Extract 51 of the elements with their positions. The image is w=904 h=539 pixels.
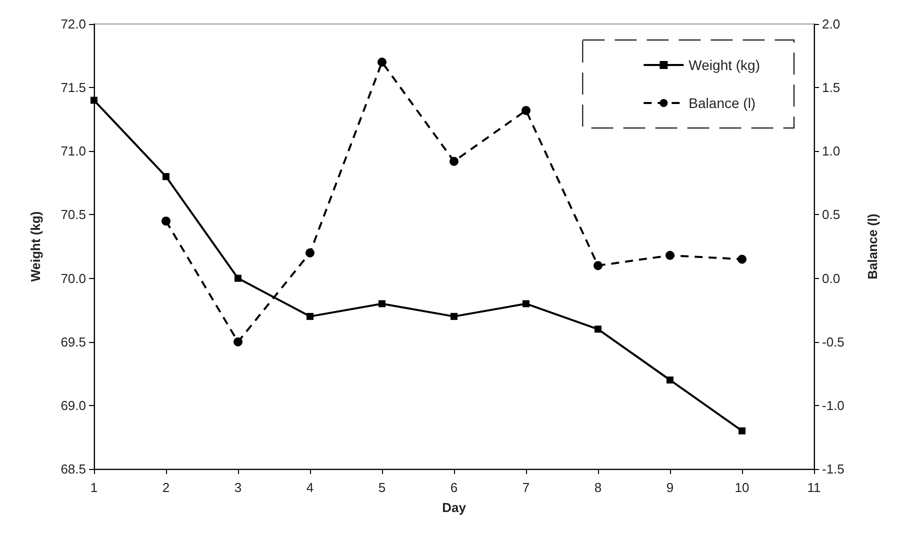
- x-tick-label: 1: [90, 480, 98, 495]
- legend-label: Balance (l): [688, 95, 756, 111]
- y-tick-label: 69.0: [60, 398, 86, 413]
- point: [162, 216, 170, 226]
- x-tick-label: 3: [234, 480, 242, 495]
- y2-tick-label: 1.5: [822, 80, 840, 96]
- x-tick-label: 5: [378, 480, 386, 495]
- x-tick-label: 11: [807, 480, 821, 495]
- point: [450, 312, 458, 320]
- point: [162, 173, 170, 180]
- point: [522, 300, 530, 308]
- y-tick-label: 69.5: [60, 334, 86, 350]
- y-tick-label: 70.5: [60, 207, 86, 222]
- y2-tick-label: -0.5: [822, 334, 844, 350]
- point: [306, 248, 314, 258]
- point: [666, 250, 674, 260]
- point: [594, 261, 602, 270]
- point: [234, 337, 242, 346]
- y-axis-title: Weight (kg): [28, 211, 43, 282]
- x-axis-title: Day: [442, 500, 467, 515]
- legend-label: Weight (kg): [688, 57, 760, 73]
- y2-tick-label: 2.0: [822, 16, 840, 32]
- point: [738, 427, 746, 434]
- x-tick-label: 10: [734, 480, 750, 495]
- y2-tick-label: -1.0: [822, 398, 844, 413]
- point: [306, 312, 314, 320]
- x-tick-label: 7: [522, 480, 530, 495]
- y-tick-label: 71.5: [60, 80, 86, 96]
- point: [738, 254, 746, 264]
- x-tick-label: 2: [162, 480, 170, 495]
- point: [234, 274, 242, 282]
- y-tick-label: 68.5: [60, 462, 86, 476]
- y2-tick-label: -1.5: [822, 462, 844, 476]
- x-tick-label: 4: [306, 480, 314, 495]
- y-tick-label: 72.0: [60, 16, 86, 32]
- point: [666, 376, 674, 384]
- point: [378, 58, 386, 67]
- point: [450, 156, 458, 166]
- y-tick-label: 71.0: [60, 144, 86, 159]
- y2-tick-label: 0.0: [822, 270, 840, 286]
- y-tick-label: 70.0: [60, 270, 86, 286]
- point: [90, 96, 98, 104]
- x-tick-label: 8: [594, 480, 602, 495]
- x-tick-label: 9: [666, 480, 674, 495]
- point: [522, 106, 530, 115]
- y2-tick-label: 1.0: [822, 144, 840, 159]
- x-tick-label: 6: [450, 480, 458, 495]
- y2-axis-title: Balance (l): [865, 214, 880, 280]
- point: [594, 326, 602, 333]
- point: [378, 300, 386, 308]
- y2-tick-label: 0.5: [822, 207, 840, 222]
